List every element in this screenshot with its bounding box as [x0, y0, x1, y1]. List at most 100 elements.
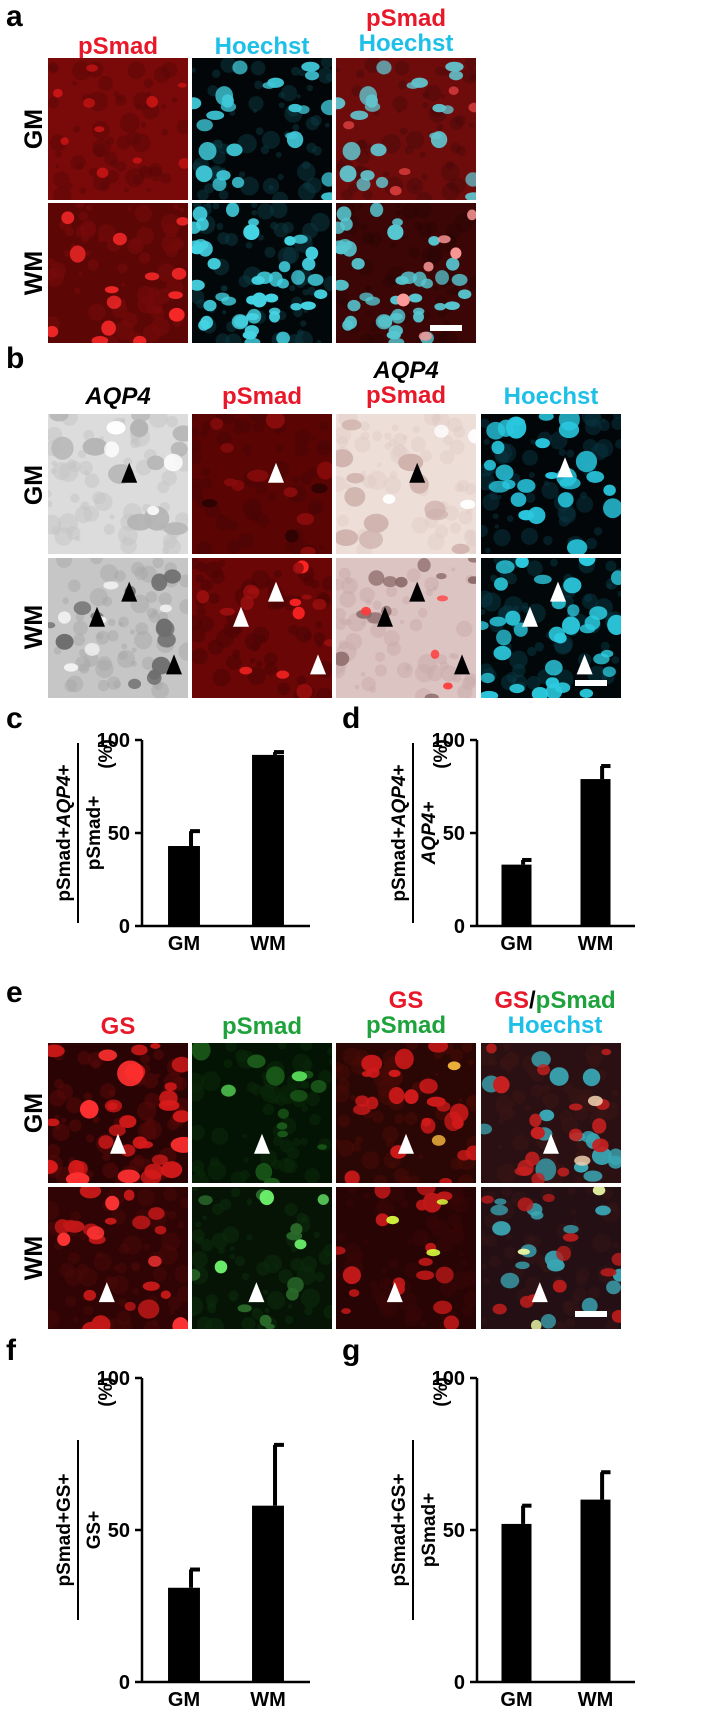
scale-bar	[430, 325, 462, 331]
panel-g-letter: g	[342, 1334, 361, 1367]
arrowhead-marker	[248, 1282, 265, 1303]
bar-wm	[252, 754, 284, 926]
panel-a-row-gm: GM	[20, 108, 48, 150]
x-tick-label: GM	[500, 1689, 532, 1711]
panel-b-gm-psmad-image	[192, 414, 332, 554]
y-tick-label: 0	[119, 916, 130, 938]
y-tick-label: 0	[454, 916, 465, 938]
x-tick-label: GM	[168, 933, 200, 955]
y-label-unit: (%)	[431, 739, 452, 769]
panel-e-col4-title-gs: GS	[494, 987, 529, 1014]
chart-f: 0 50 100 GM WM pSmad+GS+ GS+ (%)	[20, 1350, 330, 1730]
panel-a-letter: a	[6, 0, 23, 33]
y-label-numerator: pSmad+AQP4+	[54, 764, 75, 901]
y-tick-label: 50	[108, 823, 130, 845]
x-tick-label: WM	[578, 933, 614, 955]
x-tick-label: GM	[500, 933, 532, 955]
micrograph-texture	[336, 1187, 476, 1329]
micrograph-texture	[192, 203, 332, 343]
panel-b-col3-title: AQP4 pSmad	[336, 358, 476, 410]
panel-a-row-wm: WM	[20, 250, 48, 296]
panel-a-wm-merge-image	[336, 203, 476, 343]
y-tick-label: 0	[454, 1672, 465, 1694]
panel-e-col4-title: GS/pSmad Hoechst	[470, 988, 640, 1038]
panel-e-col3-title-gs: GS	[388, 987, 424, 1014]
scale-bar	[575, 1311, 607, 1317]
arrowhead-marker	[576, 654, 593, 675]
arrowhead-marker	[121, 581, 138, 602]
micrograph-texture	[192, 58, 332, 200]
arrowhead-marker	[454, 654, 470, 675]
bar-chart-svg: 0 50 100 GM WM pSmad+GS+ GS+ (%)	[54, 1368, 310, 1711]
panel-a-col3-title-psmad: pSmad	[365, 5, 446, 32]
y-label-unit: (%)	[96, 739, 117, 769]
panel-e-col2-title: pSmad	[221, 1013, 302, 1040]
bar-chart-svg: 0 50 100 GM WM pSmad+GS+ pSmad+ (%)	[389, 1368, 635, 1711]
arrowhead-marker	[409, 462, 426, 483]
panel-e-gm-all-image	[481, 1043, 621, 1183]
panel-e-letter: e	[6, 976, 23, 1009]
panel-e-row-wm: WM	[20, 1235, 48, 1281]
x-tick-label: GM	[168, 1689, 200, 1711]
y-label-denominator: AQP4+	[419, 802, 440, 866]
y-axis-fraction-label: pSmad+GS+ GS+	[54, 1440, 105, 1620]
micrograph-texture	[48, 558, 188, 698]
micrograph-texture	[48, 414, 188, 554]
panel-b-col4-title: Hoechst	[503, 383, 599, 410]
arrowhead-marker	[409, 581, 426, 602]
arrowhead-marker	[268, 462, 284, 483]
arrowhead-marker	[522, 606, 538, 627]
panel-e-col4-title-hoechst: Hoechst	[507, 1012, 603, 1040]
arrowhead-marker	[377, 606, 393, 627]
y-axis-fraction-label: pSmad+AQP4+ AQP4+	[389, 743, 440, 923]
panel-b-gm-hoechst-image	[481, 414, 621, 554]
panel-a-gm-psmad-image	[48, 58, 188, 200]
y-label-denominator: pSmad+	[84, 796, 105, 870]
y-label-numerator: pSmad+GS+	[389, 1474, 410, 1587]
micrograph-texture	[336, 414, 476, 554]
panel-a-wm-psmad-image	[48, 203, 188, 343]
panel-b-wm-aqp4-image	[48, 558, 188, 698]
y-tick-label: 100	[97, 730, 130, 752]
micrograph-texture	[48, 1043, 188, 1183]
panel-b-col2-title: pSmad	[221, 383, 302, 410]
arrowhead-marker	[557, 457, 573, 478]
bar-wm	[580, 779, 611, 926]
chart-d: 0 50 100 GM WM pSmad+AQP4+ AQP4+ (%)	[355, 712, 655, 974]
micrograph-texture	[48, 58, 188, 200]
micrograph-texture	[336, 1043, 476, 1183]
arrowhead-marker	[550, 581, 566, 602]
panel-e-wm-psmad-image	[192, 1187, 332, 1329]
panel-a-gm-merge-image	[336, 58, 476, 200]
panel-e-col3-title-psmad: pSmad	[365, 1012, 446, 1040]
panel-b-col3-title-psmad: pSmad	[365, 382, 446, 410]
micrograph-texture	[336, 203, 476, 343]
y-tick-label: 50	[443, 1520, 465, 1542]
y-axis-fraction-label: pSmad+AQP4+ pSmad+	[54, 743, 105, 923]
panel-a-col3-title: pSmad Hoechst	[336, 5, 476, 57]
y-axis-fraction-label: pSmad+GS+ pSmad+	[389, 1440, 440, 1620]
arrowhead-marker	[254, 1133, 270, 1154]
panel-b-row-wm: WM	[20, 604, 48, 650]
y-label-denominator: GS+	[84, 1511, 105, 1550]
arrowhead-marker	[121, 462, 138, 483]
chart-g: 0 50 100 GM WM pSmad+GS+ pSmad+ (%)	[355, 1350, 655, 1730]
micrograph-texture	[336, 58, 476, 200]
panel-e-gm-gs-image	[48, 1043, 188, 1183]
y-label-denominator: pSmad+	[419, 1493, 440, 1567]
panel-b-wm-psmad-image	[192, 558, 332, 698]
bar-wm	[252, 1505, 284, 1682]
panel-a-gm-hoechst-image	[192, 58, 332, 200]
panel-b-col1-text: AQP4	[85, 383, 151, 410]
y-tick-label: 0	[119, 1672, 130, 1694]
bar-chart-svg: 0 50 100 GM WM pSmad+AQP4+ pSmad+ (%)	[54, 730, 310, 955]
micrograph-texture	[192, 414, 332, 554]
bar-gm	[501, 1523, 532, 1682]
panel-b-col1-title: AQP4	[48, 384, 188, 409]
y-tick-label: 100	[432, 730, 465, 752]
arrowhead-marker	[166, 654, 182, 675]
y-tick-label: 50	[108, 1520, 130, 1542]
panel-e-wm-merge-image	[336, 1187, 476, 1329]
arrowhead-marker	[268, 581, 284, 602]
arrowhead-marker	[531, 1282, 548, 1303]
